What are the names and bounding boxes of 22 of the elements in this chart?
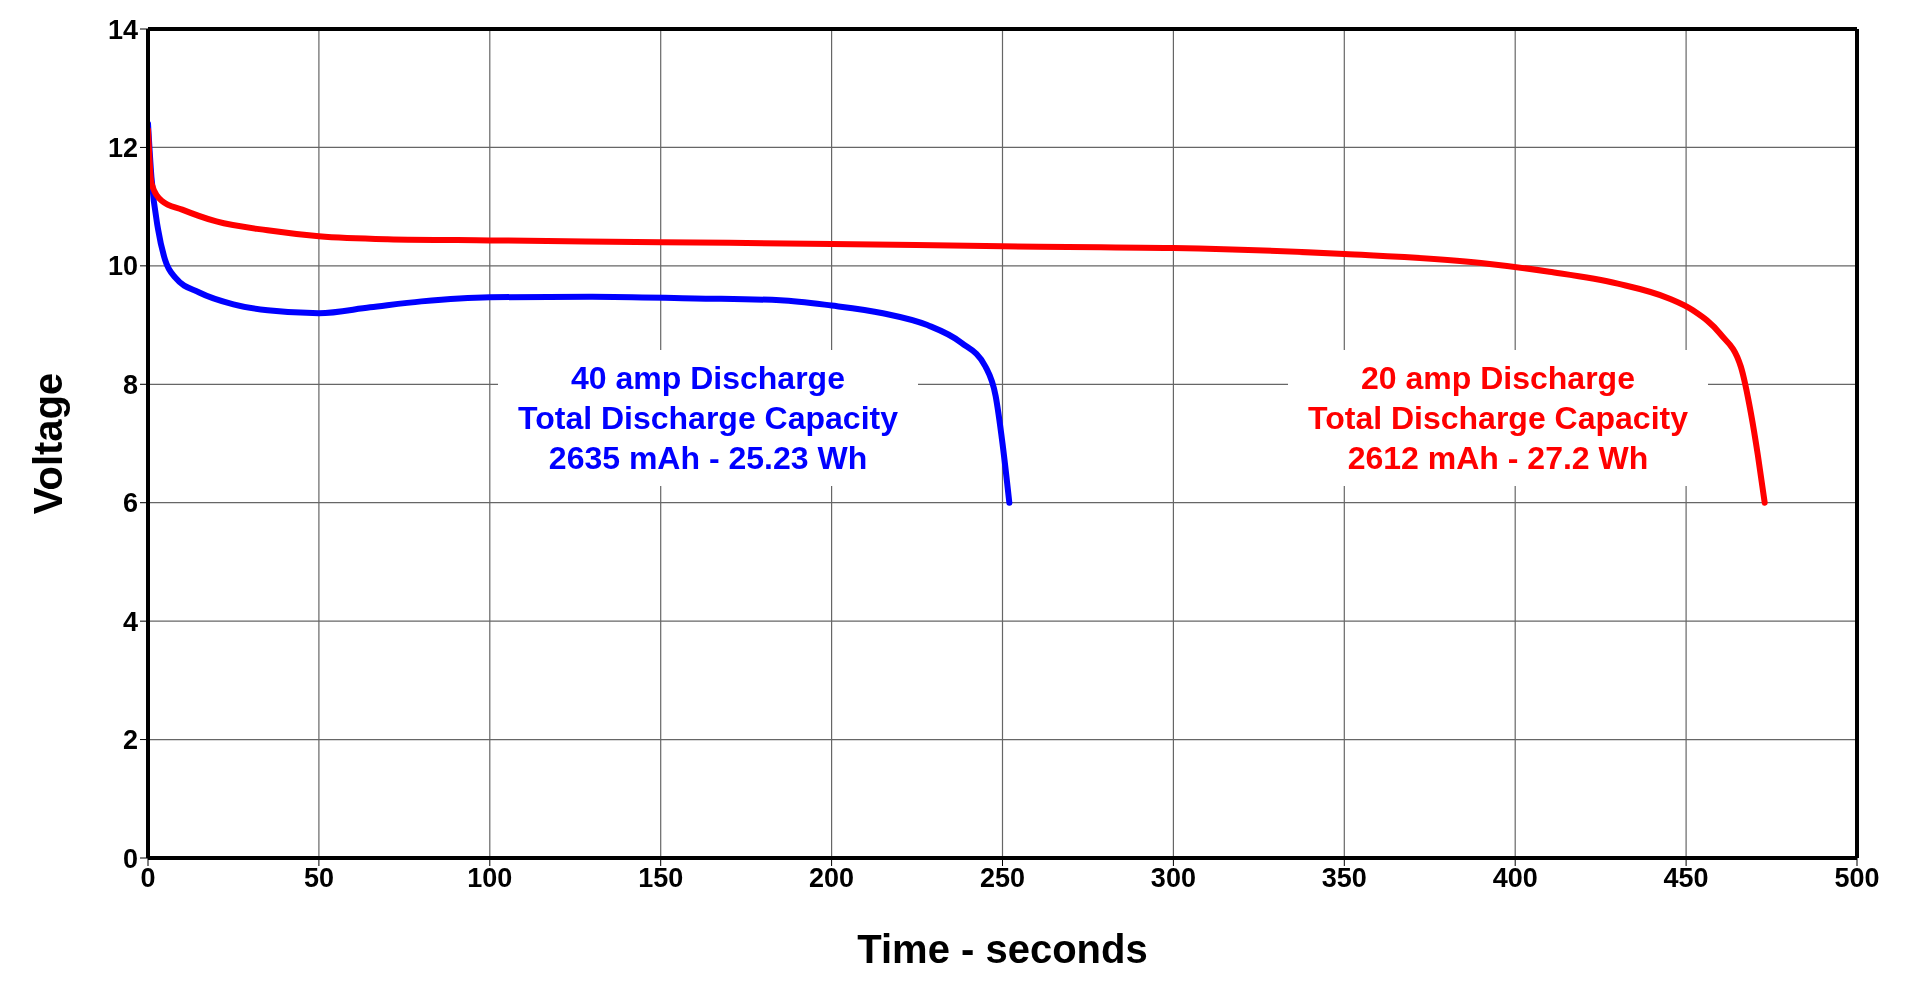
x-axis-title: Time - seconds <box>857 927 1148 971</box>
x-tick-label: 450 <box>1663 863 1709 894</box>
y-tick-label: 6 <box>122 488 138 519</box>
x-tick-label: 100 <box>467 863 513 894</box>
x-tick-label: 150 <box>638 863 684 894</box>
x-tick-label: 350 <box>1321 863 1367 894</box>
annotation: 20 amp Discharge Total Discharge Capacity 2612 mAh - 27.2 Wh <box>1288 350 1708 486</box>
y-tick-label: 12 <box>107 133 138 164</box>
x-tick-label: 200 <box>809 863 855 894</box>
x-tick-label: 400 <box>1492 863 1538 894</box>
y-tick-label: 2 <box>122 725 138 756</box>
y-axis-title: Voltage <box>26 372 71 515</box>
annotation: 40 amp Discharge Total Discharge Capacity 2635 mAh - 25.23 Wh <box>498 350 918 486</box>
x-tick-label: 500 <box>1834 863 1880 894</box>
y-tick-label: 4 <box>122 606 138 637</box>
y-tick-label: 14 <box>107 14 138 45</box>
y-tick-label: 8 <box>122 369 138 400</box>
y-tick-label: 10 <box>107 251 138 282</box>
y-tick-label: 0 <box>122 843 138 874</box>
x-tick-label: 250 <box>979 863 1026 894</box>
x-tick-label: 50 <box>303 863 334 894</box>
x-tick-label: 300 <box>1150 863 1196 894</box>
